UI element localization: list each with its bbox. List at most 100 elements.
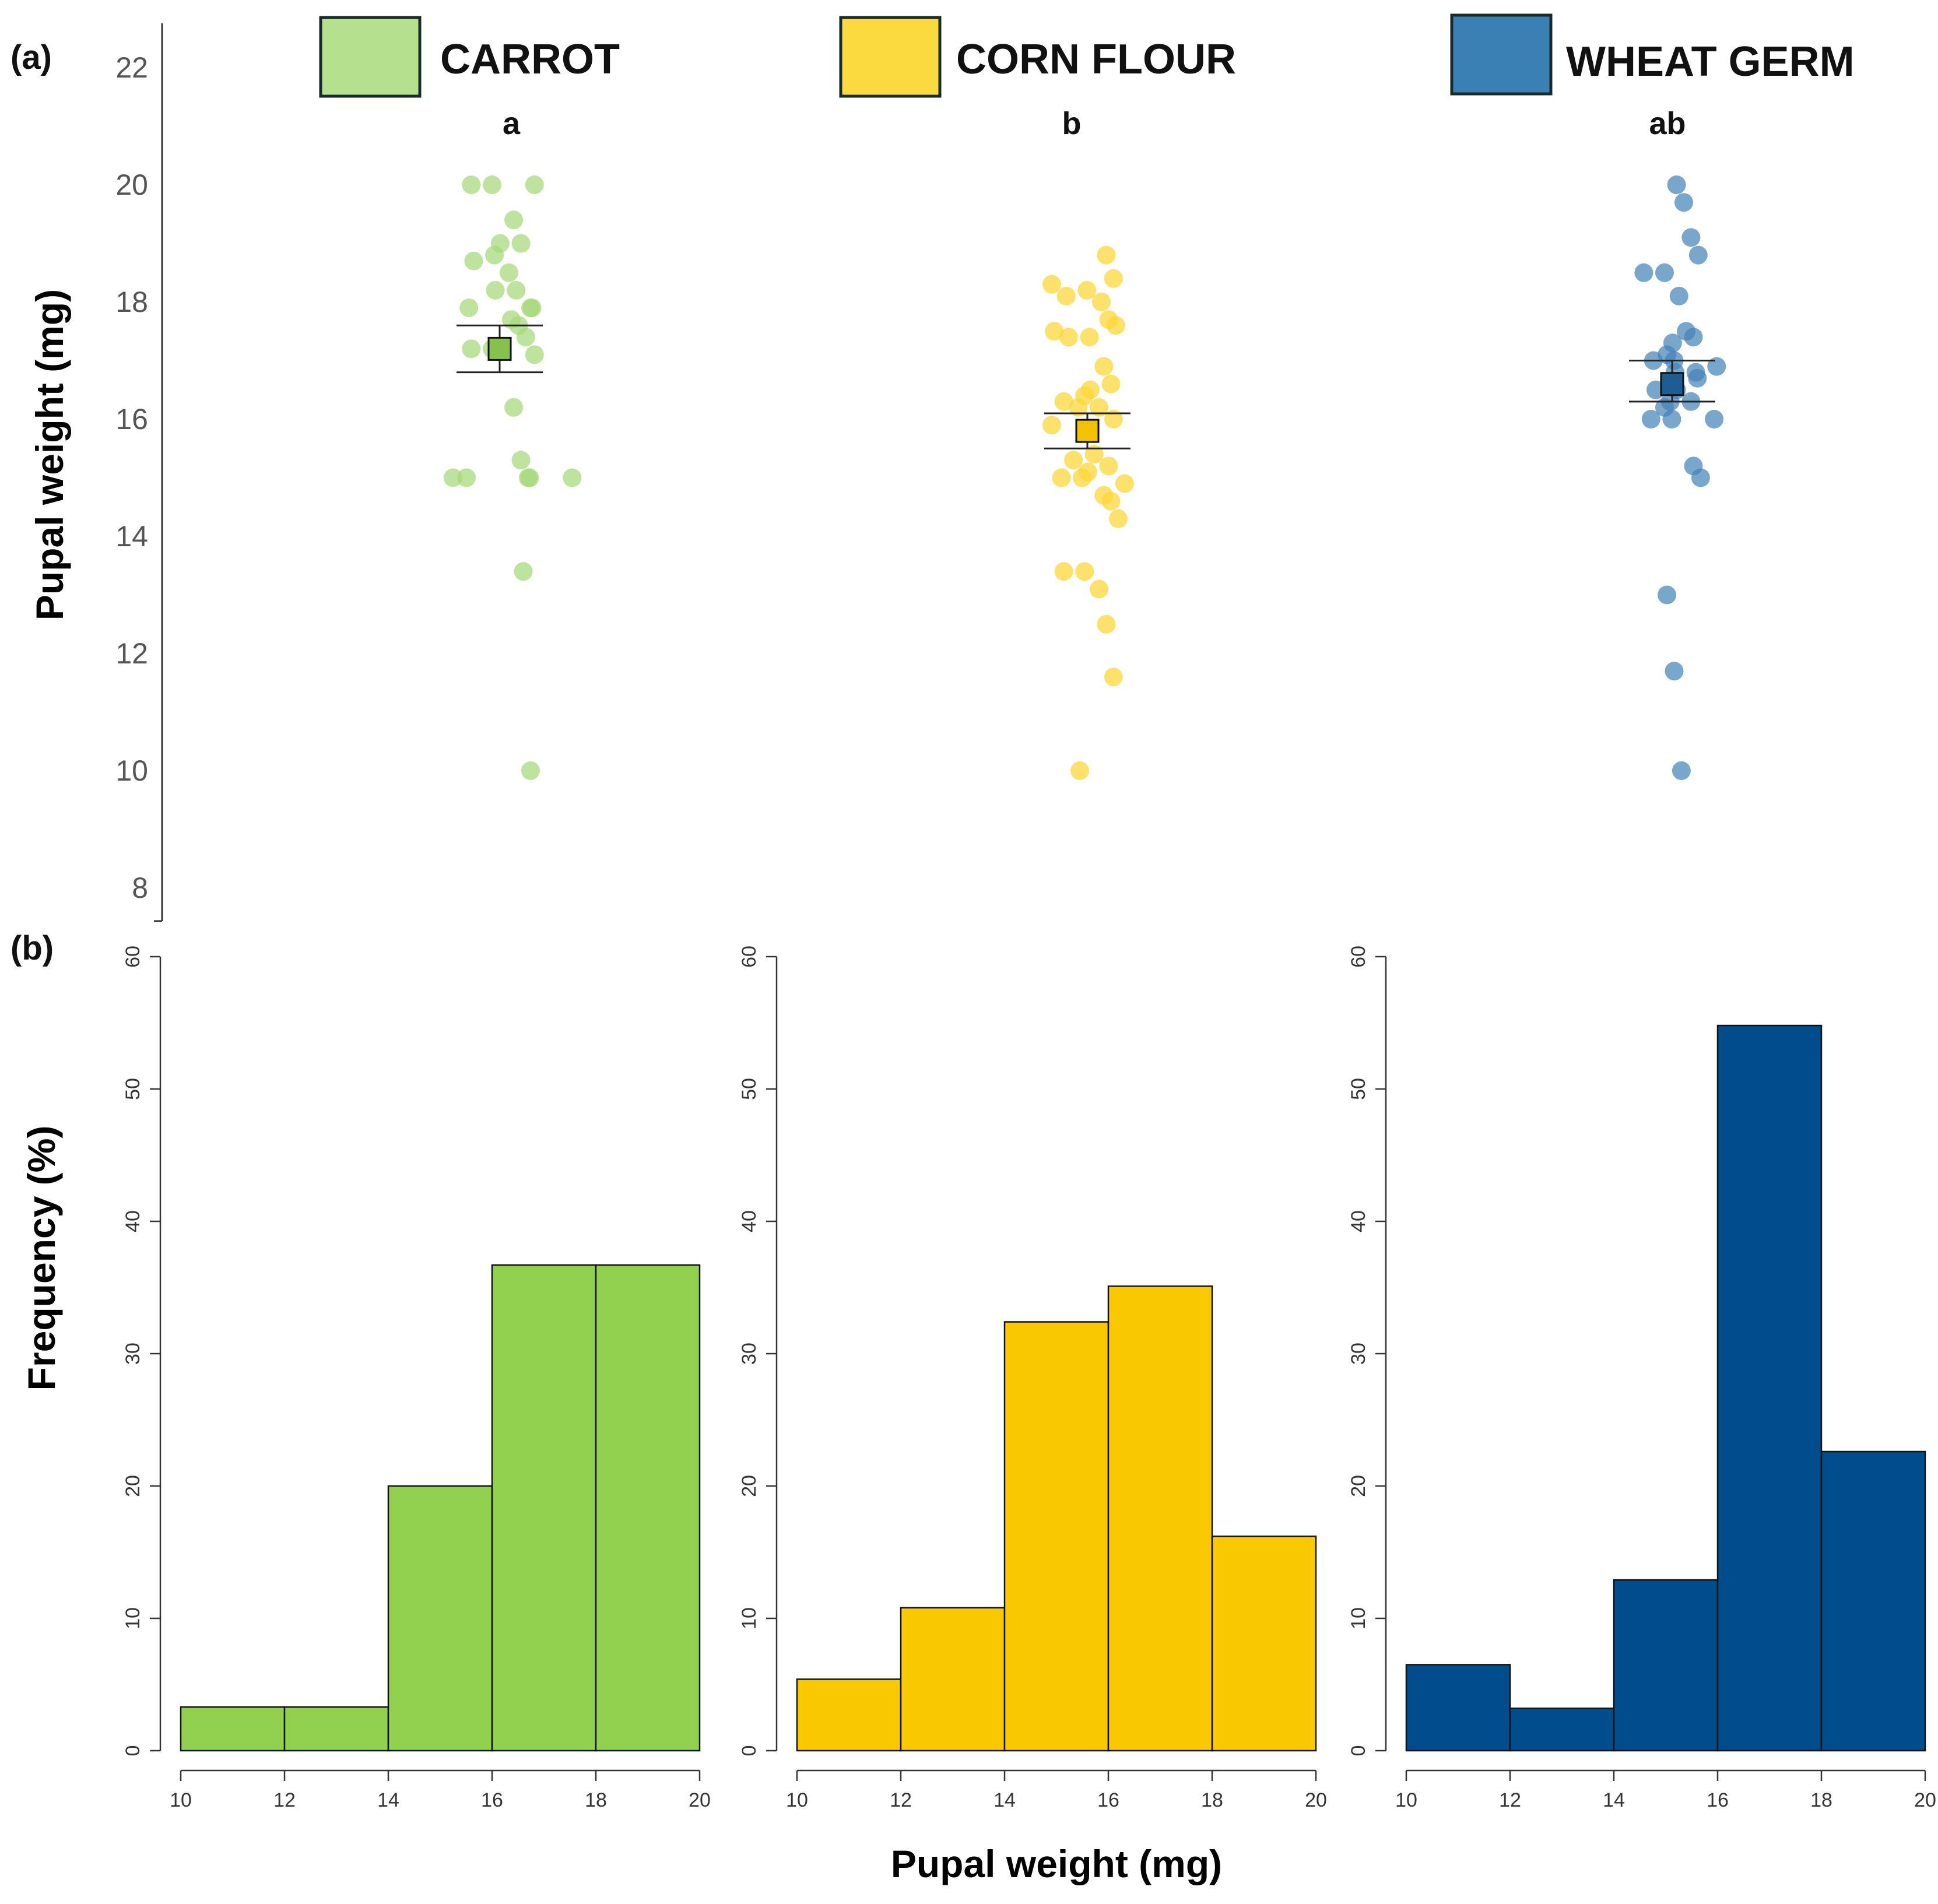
x-tick-label: 10 (1395, 1789, 1417, 1811)
data-point-wheat-germ (1688, 245, 1708, 265)
data-point-carrot (525, 345, 544, 364)
histogram-wheat-germ: 0 10 20 30 40 50 60 10 12 14 16 18 20 (1347, 946, 1936, 1811)
data-point-wheat-germ (1669, 286, 1688, 305)
y-tick-label: 50 (1347, 1078, 1370, 1100)
y-tick-label: 40 (738, 1210, 760, 1232)
x-tick-label: 20 (689, 1789, 711, 1811)
x-axis-title-pupal-weight: Pupal weight (mg) (891, 1842, 1222, 1885)
legend-label-wheat-germ: WHEAT GERM (1566, 38, 1855, 85)
x-tick-label: 10 (170, 1789, 192, 1811)
legend-swatch-corn-flour (839, 16, 942, 98)
x-tick-label: 12 (1499, 1789, 1521, 1811)
histogram-bar (1107, 1285, 1213, 1752)
x-tick-label: 10 (786, 1789, 808, 1811)
data-point-wheat-germ (1691, 468, 1710, 487)
data-point-carrot (462, 175, 481, 194)
y-axis-title-frequency: Frequency (%) (20, 1126, 63, 1391)
data-point-carrot (521, 761, 540, 780)
x-tick-label: 14 (1603, 1789, 1625, 1811)
histogram-carrot: 0 10 20 30 40 50 60 10 12 14 16 18 20 (122, 946, 711, 1811)
data-point-carrot (511, 234, 531, 253)
legend-swatch-carrot (319, 16, 422, 98)
x-tick-label: 14 (377, 1789, 399, 1811)
y-tick-label: 40 (122, 1210, 144, 1232)
y-tick-label: 60 (1347, 946, 1370, 968)
data-point-wheat-germ (1641, 410, 1660, 428)
y-tick-label: 20 (1347, 1475, 1370, 1497)
x-tick-label: 16 (1707, 1789, 1729, 1811)
data-point-corn-flour (1090, 398, 1108, 417)
histogram-bar (180, 1706, 286, 1752)
mean-square (487, 336, 512, 361)
histogram-bar (595, 1264, 701, 1752)
mean-square (1660, 372, 1684, 396)
data-point-carrot (514, 562, 533, 581)
x-tick-label: 18 (1810, 1789, 1832, 1811)
y-tick-label: 8 (132, 872, 148, 904)
y-tick-label: 30 (738, 1343, 760, 1365)
y-tick-label: 10 (122, 1607, 144, 1629)
data-point-wheat-germ (1684, 328, 1703, 347)
data-point-corn-flour (1069, 398, 1088, 417)
y-tick-label: 0 (738, 1745, 760, 1757)
data-point-corn-flour (1092, 293, 1111, 311)
data-point-corn-flour (1045, 322, 1064, 341)
y-tick-label: 0 (1347, 1745, 1370, 1757)
data-point-corn-flour (1052, 468, 1071, 487)
data-point-carrot (485, 245, 504, 265)
histogram-bar (1716, 1024, 1823, 1752)
data-point-corn-flour (1059, 328, 1078, 347)
group-means (457, 324, 1715, 449)
data-point-carrot (504, 210, 524, 230)
data-point-wheat-germ (1681, 228, 1701, 247)
data-point-corn-flour (1104, 269, 1123, 288)
y-tick-label: 22 (115, 51, 148, 84)
mean-marker-carrot (457, 324, 543, 374)
data-point-carrot (522, 298, 542, 318)
data-point-wheat-germ (1672, 761, 1691, 780)
pupal-weight-dot-plot: 8 10 12 14 16 18 20 22 Pupal weight (mg) a b ab (28, 23, 1726, 922)
y-tick-label: 40 (1347, 1210, 1370, 1232)
data-point-corn-flour (1109, 509, 1128, 528)
data-point-wheat-germ (1665, 662, 1684, 681)
y-tick-label: 12 (115, 637, 148, 670)
x-tick-label: 12 (273, 1789, 296, 1811)
data-point-corn-flour (1077, 280, 1097, 300)
group-letter-corn-flour: b (1062, 106, 1082, 141)
mean-marker-wheat-germ (1629, 360, 1715, 403)
data-point-wheat-germ (1655, 263, 1674, 282)
data-point-corn-flour (1097, 245, 1116, 265)
legend-swatch-wheat-germ (1450, 13, 1553, 96)
data-point-carrot (486, 280, 505, 300)
data-point-wheat-germ (1634, 263, 1653, 282)
data-points (443, 175, 1726, 780)
data-point-carrot (459, 298, 479, 318)
y-tick-label: 10 (115, 754, 148, 787)
legend-label-corn-flour: CORN FLOUR (956, 36, 1236, 83)
data-point-carrot (520, 468, 539, 487)
histogram-bar (1405, 1664, 1511, 1752)
histogram-bar (1820, 1450, 1926, 1752)
x-tick-label: 16 (1097, 1789, 1119, 1811)
data-point-corn-flour (1054, 562, 1073, 581)
y-tick-label: 50 (122, 1078, 144, 1100)
y-tick-label: 18 (115, 286, 148, 318)
histogram-bar (1211, 1536, 1317, 1752)
data-point-corn-flour (1070, 761, 1089, 780)
y-tick-label: 16 (115, 403, 148, 435)
x-tick-label: 18 (585, 1789, 607, 1811)
y-tick-label: 20 (738, 1475, 760, 1497)
x-tick-label: 20 (1914, 1789, 1936, 1811)
data-point-carrot (457, 468, 476, 487)
data-point-corn-flour (1042, 416, 1061, 434)
panel-label-b: (b) (10, 929, 54, 967)
data-point-corn-flour (1104, 668, 1123, 687)
data-point-corn-flour (1099, 456, 1118, 476)
y-tick-label: 30 (122, 1343, 144, 1365)
x-tick-label: 18 (1201, 1789, 1223, 1811)
histogram-bar (1003, 1321, 1110, 1752)
y-tick-label: 20 (122, 1475, 144, 1497)
y-tick-labels: 8 10 12 14 16 18 20 22 (115, 51, 148, 904)
histogram-bar (283, 1706, 389, 1752)
data-point-carrot (511, 451, 531, 470)
